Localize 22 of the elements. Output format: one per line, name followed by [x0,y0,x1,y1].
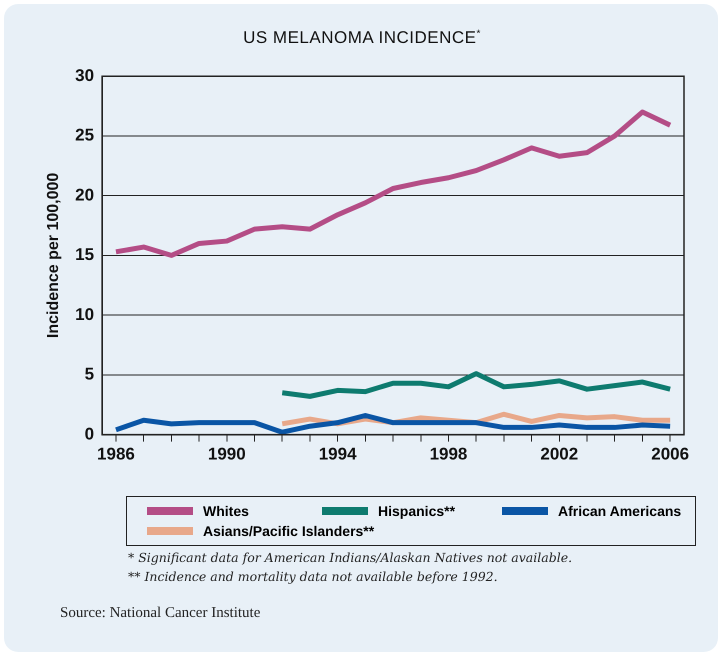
x-tick-label: 2002 [540,444,578,464]
y-tick-label: 10 [75,304,94,324]
y-tick-label: 5 [84,364,94,384]
source-note: Source: National Cancer Institute [60,605,260,622]
y-tick-label: 25 [75,126,94,145]
y-tick-label: 15 [75,245,94,264]
legend-label: Asians/Pacific Islanders** [203,523,374,539]
x-tick-label: 1994 [318,444,358,464]
chart-title: US MELANOMA INCIDENCE$^{*}$ [242,28,482,48]
x-tick-label: 1998 [430,444,468,464]
x-tick-label: 1990 [208,444,246,464]
y-tick-label: 20 [75,185,94,204]
text: * Significant data for American Indians/Alaskan Natives not available. [128,549,572,567]
legend-label: African Americans [558,503,682,519]
y-tick-label: 30 [75,66,94,85]
text: ** Incidence and mortality data not available before 1992. [128,568,499,586]
x-tick-label: 1986 [97,444,135,464]
y-axis-title: Incidence per 100,000 [45,172,62,338]
y-tick-label: 0 [84,424,94,444]
legend-label: Hispanics** [378,503,456,519]
x-tick-label: 2006 [651,444,690,464]
legend-label: Whites [203,503,249,519]
